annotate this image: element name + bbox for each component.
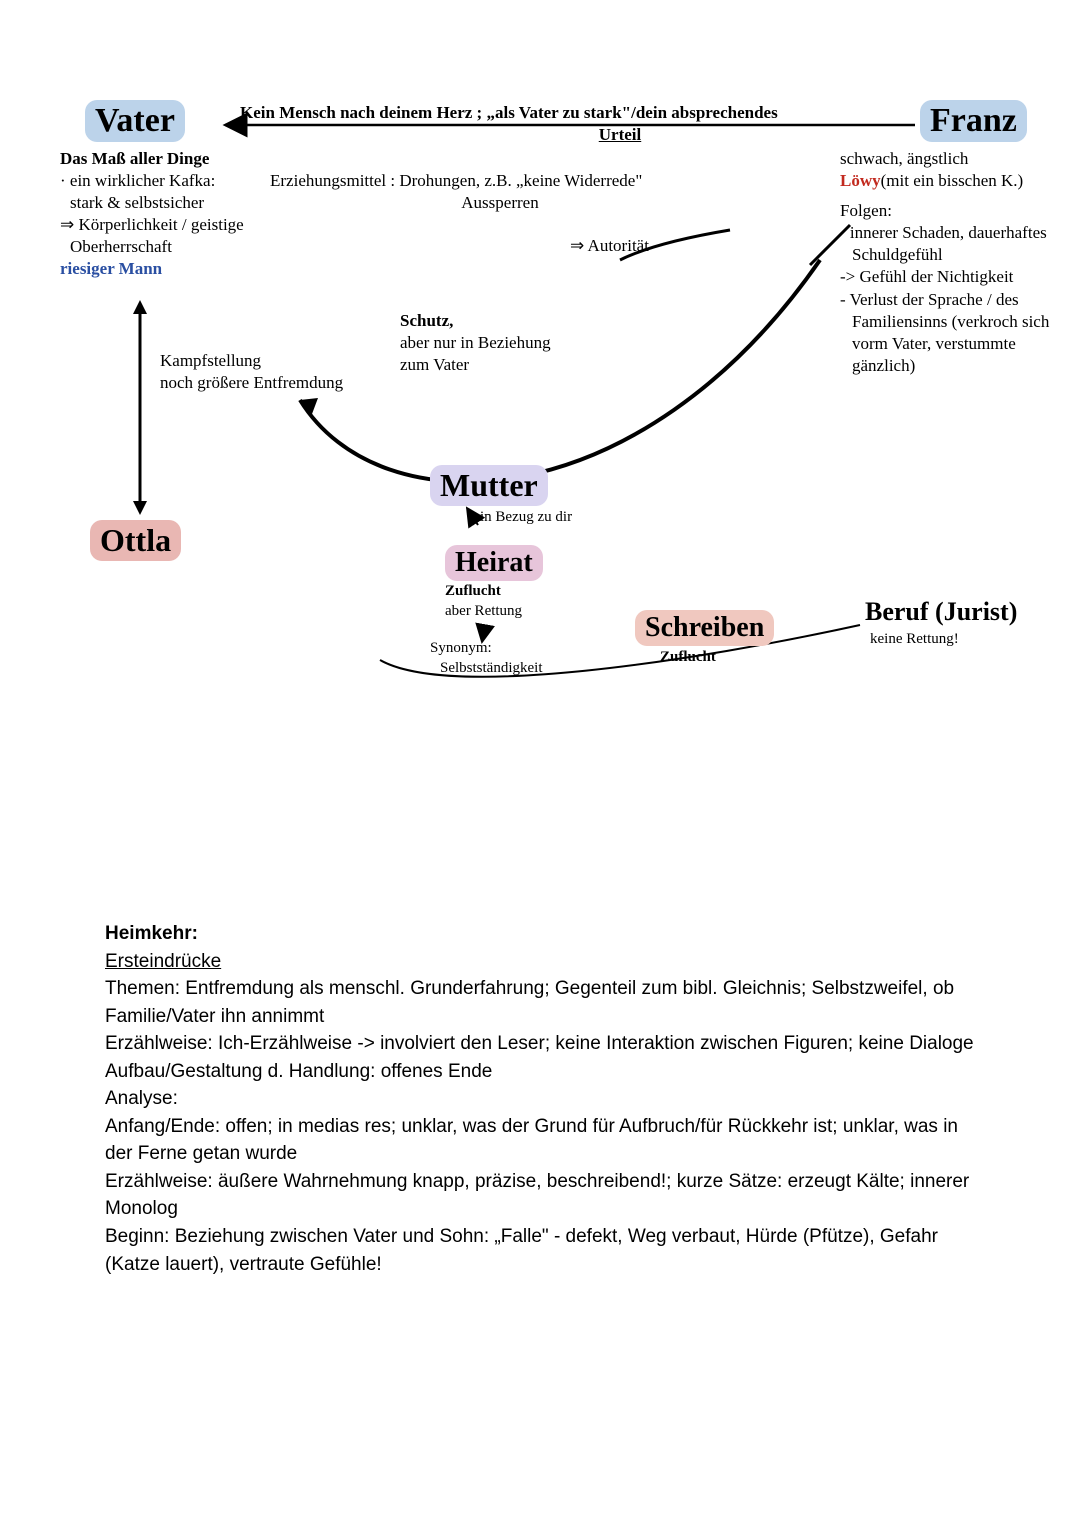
- schreiben-note: Zuflucht: [660, 648, 716, 668]
- schutz-note: Schutz, aber nur in Beziehung zum Vater: [400, 310, 620, 376]
- top-arrow-label: Kein Mensch nach deinem Herz ; „als Vate…: [240, 102, 910, 146]
- erziehung-line: Aussperren: [270, 192, 730, 214]
- heirat-line: aber Rettung: [430, 602, 600, 622]
- franz-note-line: schwach, ängstlich: [840, 148, 1080, 170]
- top-arrow-line: Urteil: [580, 124, 660, 146]
- heirat-line: Selbstständigkeit: [430, 659, 600, 679]
- vater-note-line: riesiger Mann: [60, 258, 290, 280]
- vater-notes: Das Maß aller Dinge · ein wirklicher Kaf…: [60, 148, 290, 281]
- top-arrow-line: Kein Mensch nach deinem Herz ; „als Vate…: [240, 102, 910, 124]
- kampf-note: Kampfstellung noch größere Entfremdung: [160, 350, 400, 394]
- node-beruf: Beruf (Jurist): [865, 595, 1017, 629]
- typed-block: Heimkehr: Ersteindrücke Themen: Entfremd…: [105, 920, 985, 1278]
- typed-p: Themen: Entfremdung als menschl. Grunder…: [105, 975, 985, 1030]
- erziehung-line: Erziehungsmittel : Drohungen, z.B. „kein…: [270, 170, 730, 192]
- mutter-note: in Bezug zu dir: [480, 508, 572, 528]
- node-heirat: Heirat: [445, 545, 543, 581]
- franz-note-line: Familiensinns (verkroch sich: [840, 311, 1080, 333]
- franz-notes: schwach, ängstlich Löwy(mit ein bisschen…: [840, 148, 1080, 377]
- node-vater: Vater: [85, 100, 185, 142]
- beruf-note: keine Rettung!: [870, 630, 959, 650]
- vater-note-line: ⇒ Körperlichkeit / geistige: [60, 214, 290, 236]
- heirat-line: Zuflucht: [430, 582, 600, 602]
- schutz-line: aber nur in Beziehung: [400, 332, 620, 354]
- typed-p: Analyse:: [105, 1085, 985, 1113]
- typed-p: Beginn: Beziehung zwischen Vater und Soh…: [105, 1223, 985, 1278]
- franz-note-line: -> Gefühl der Nichtigkeit: [840, 266, 1080, 288]
- vater-note-line: · ein wirklicher Kafka:: [60, 170, 290, 192]
- franz-note-line: vorm Vater, verstummte gänzlich): [840, 333, 1080, 377]
- schutz-line: Schutz,: [400, 310, 620, 332]
- franz-note-line: Schuldgefühl: [840, 244, 1080, 266]
- typed-p: Erzählweise: Ich-Erzählweise -> involvie…: [105, 1030, 985, 1058]
- heirat-notes: Zuflucht aber Rettung Synonym: Selbststä…: [430, 582, 600, 678]
- franz-note-line: · innerer Schaden, dauerhaftes: [840, 222, 1080, 244]
- franz-note-line: Folgen:: [840, 200, 1080, 222]
- schutz-line: zum Vater: [400, 354, 620, 376]
- franz-note-line: - Verlust der Sprache / des: [840, 289, 1080, 311]
- erziehung-note: Erziehungsmittel : Drohungen, z.B. „kein…: [270, 170, 730, 214]
- franz-note-line: Löwy(mit ein bisschen K.): [840, 170, 1080, 192]
- node-ottla: Ottla: [90, 520, 181, 561]
- vater-note-line: Das Maß aller Dinge: [60, 148, 290, 170]
- kampf-line: noch größere Entfremdung: [160, 372, 400, 394]
- typed-p: Anfang/Ende: offen; in medias res; unkla…: [105, 1113, 985, 1168]
- typed-sub: Ersteindrücke: [105, 948, 985, 976]
- vater-note-line: Oberherrschaft: [60, 236, 290, 258]
- heirat-line: Synonym:: [430, 639, 600, 659]
- typed-p: Aufbau/Gestaltung d. Handlung: offenes E…: [105, 1058, 985, 1086]
- kampf-line: Kampfstellung: [160, 350, 400, 372]
- typed-title: Heimkehr:: [105, 920, 985, 948]
- node-schreiben: Schreiben: [635, 610, 774, 646]
- node-franz: Franz: [920, 100, 1027, 142]
- typed-p: Erzählweise: äußere Wahrnehmung knapp, p…: [105, 1168, 985, 1223]
- node-mutter: Mutter: [430, 465, 548, 506]
- autoritaet-note: ⇒ Autorität: [570, 235, 649, 257]
- vater-note-line: stark & selbstsicher: [60, 192, 290, 214]
